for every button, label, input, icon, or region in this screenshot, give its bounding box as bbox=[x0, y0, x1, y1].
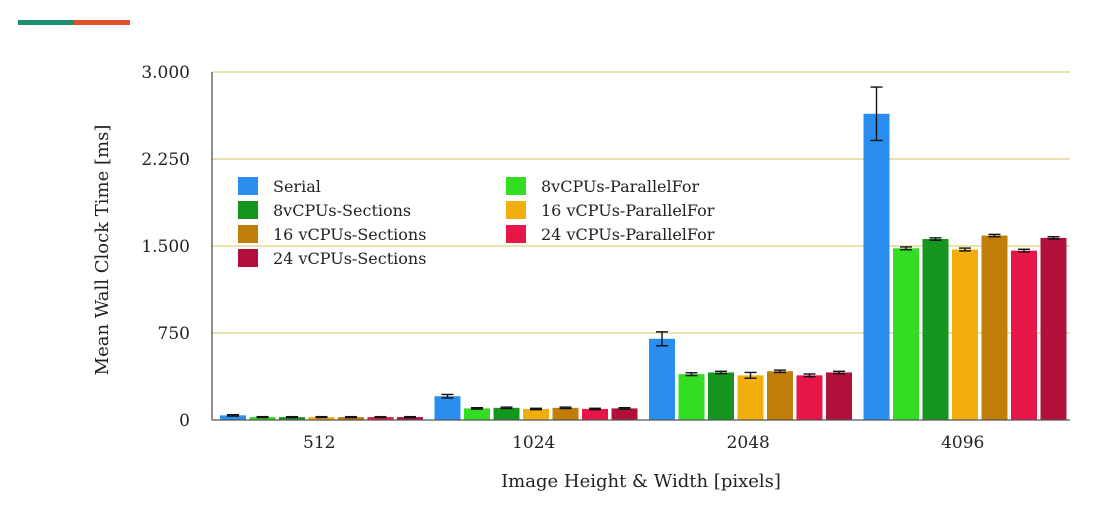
bar bbox=[737, 375, 764, 420]
bar bbox=[981, 235, 1008, 420]
bar bbox=[893, 248, 919, 420]
bar bbox=[523, 408, 549, 420]
y-tick-labels: 0 750 1.500 2.250 3.000 bbox=[141, 63, 190, 431]
x-tick-labels: 512 1024 2048 4096 bbox=[303, 433, 984, 453]
legend-swatch bbox=[506, 201, 526, 219]
x-tick-label: 1024 bbox=[512, 433, 555, 453]
axes-group bbox=[211, 72, 1070, 421]
y-tick-label: 0 bbox=[179, 411, 190, 431]
bar bbox=[308, 417, 335, 420]
bar bbox=[796, 375, 823, 420]
bar bbox=[826, 372, 852, 420]
legend-swatch bbox=[238, 201, 258, 219]
bar bbox=[611, 408, 638, 420]
bar bbox=[708, 372, 734, 420]
legend-swatch bbox=[506, 177, 526, 195]
y-tick-label: 750 bbox=[158, 324, 190, 344]
bar bbox=[397, 417, 423, 420]
bar bbox=[1011, 250, 1037, 420]
x-tick-label: 2048 bbox=[727, 433, 770, 453]
bar bbox=[863, 113, 890, 420]
bar bbox=[249, 417, 276, 420]
legend-swatch bbox=[238, 249, 258, 267]
bar bbox=[767, 371, 793, 420]
legend-label: 16 vCPUs-ParallelFor bbox=[541, 201, 715, 220]
y-tick-label: 1.500 bbox=[141, 237, 190, 257]
accent-bar bbox=[18, 20, 130, 25]
x-tick-label: 4096 bbox=[941, 433, 984, 453]
y-tick-label: 2.250 bbox=[141, 150, 190, 170]
legend-label: 16 vCPUs-Sections bbox=[273, 225, 426, 244]
legend-label: 8vCPUs-ParallelFor bbox=[541, 177, 700, 196]
accent-bar-green bbox=[18, 20, 74, 25]
bar bbox=[952, 249, 978, 420]
bar bbox=[552, 407, 579, 420]
legend-label: 24 vCPUs-Sections bbox=[273, 249, 426, 268]
legend-swatch bbox=[506, 225, 526, 243]
bar bbox=[434, 396, 461, 420]
bar bbox=[1040, 237, 1067, 420]
legend-label: 8vCPUs-Sections bbox=[273, 201, 411, 220]
y-tick-label: 3.000 bbox=[141, 63, 190, 83]
bar bbox=[279, 417, 305, 420]
bar bbox=[338, 417, 364, 420]
legend-label: Serial bbox=[273, 177, 321, 196]
y-axis-label: Mean Wall Clock Time [ms] bbox=[92, 125, 113, 376]
bar bbox=[464, 408, 490, 420]
accent-bar-orange bbox=[74, 20, 130, 25]
x-tick-label: 512 bbox=[303, 433, 335, 453]
legend-swatch bbox=[238, 177, 258, 195]
bar bbox=[678, 374, 705, 420]
bar bbox=[493, 407, 520, 420]
legend: Serial 8vCPUs-Sections 16 vCPUs-Sections 24… bbox=[238, 177, 715, 268]
bars-group bbox=[220, 86, 1067, 420]
x-axis-label: Image Height & Width [pixels] bbox=[501, 471, 781, 492]
bar bbox=[922, 239, 949, 420]
bar bbox=[649, 338, 675, 420]
legend-label: 24 vCPUs-ParallelFor bbox=[541, 225, 715, 244]
bar bbox=[582, 408, 608, 420]
bar bbox=[367, 417, 394, 420]
bar bbox=[220, 415, 246, 420]
legend-swatch bbox=[238, 225, 258, 243]
